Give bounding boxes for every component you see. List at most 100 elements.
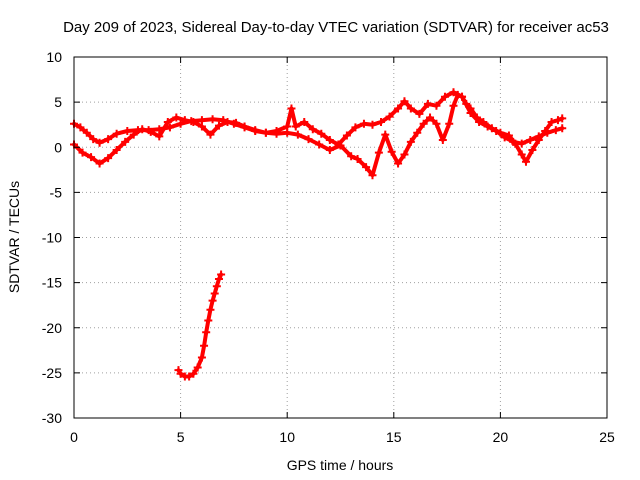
data-point — [472, 113, 481, 122]
data-point — [200, 341, 209, 350]
data-point — [202, 328, 211, 337]
y-tick-label: -15 — [42, 275, 62, 291]
data-point — [104, 154, 113, 163]
data-point — [95, 138, 104, 147]
data-point — [419, 119, 428, 128]
data-point — [466, 104, 475, 113]
data-point — [558, 124, 567, 133]
data-point — [291, 122, 300, 131]
data-point — [458, 92, 467, 101]
data-point — [453, 90, 462, 99]
x-tick-label: 20 — [493, 429, 509, 445]
data-point — [511, 139, 520, 148]
data-point — [155, 132, 164, 141]
data-point — [165, 123, 174, 132]
data-point — [325, 145, 334, 154]
data-point — [251, 126, 260, 135]
data-point — [541, 127, 550, 136]
data-point — [104, 135, 113, 144]
data-point — [353, 154, 362, 163]
data-point — [129, 130, 138, 139]
data-point — [210, 289, 219, 298]
data-point — [204, 316, 213, 325]
x-tick-label: 0 — [70, 429, 78, 445]
data-point — [146, 127, 155, 136]
y-tick-label: 5 — [54, 94, 62, 110]
data-point — [206, 130, 215, 139]
data-point — [487, 124, 496, 133]
data-point — [163, 117, 172, 126]
data-point — [180, 116, 189, 125]
data-point — [517, 150, 526, 159]
data-point — [413, 128, 422, 137]
data-point — [214, 121, 223, 130]
data-point — [381, 130, 390, 139]
data-point — [553, 116, 562, 125]
x-tick-label: 25 — [599, 429, 615, 445]
data-point — [206, 305, 215, 314]
data-point — [496, 128, 505, 137]
series-track-1 — [72, 90, 565, 147]
data-point — [82, 128, 91, 137]
data-point — [317, 129, 326, 138]
data-point — [189, 369, 198, 378]
data-point — [400, 150, 409, 159]
data-point — [400, 97, 409, 106]
data-point — [426, 113, 435, 122]
data-point — [212, 282, 221, 291]
data-point — [528, 145, 537, 154]
data-point — [377, 117, 386, 126]
data-point — [304, 135, 313, 144]
y-axis-ticks: 10 5 0 -5 -10 -15 -20 -25 -30 — [42, 49, 607, 426]
data-point — [534, 136, 543, 145]
data-point — [208, 115, 217, 124]
data-point — [449, 88, 458, 97]
data-point — [315, 140, 324, 149]
data-point — [232, 118, 241, 127]
data-point — [76, 123, 85, 132]
data-point — [240, 122, 249, 131]
data-point — [214, 275, 223, 284]
data-point — [504, 131, 513, 140]
data-point — [394, 104, 403, 113]
data-point — [185, 372, 194, 381]
data-point — [283, 128, 292, 137]
y-tick-label: -5 — [50, 184, 63, 200]
data-point — [123, 127, 132, 136]
data-point — [423, 99, 432, 108]
data-point — [95, 159, 104, 168]
data-point — [521, 157, 530, 166]
x-tick-label: 10 — [279, 429, 295, 445]
data-point — [89, 135, 98, 144]
y-tick-label: -25 — [42, 365, 62, 381]
data-point — [138, 125, 147, 134]
data-point — [445, 119, 454, 128]
x-axis-ticks: 0 5 10 15 20 25 — [70, 57, 615, 445]
data-point — [432, 101, 441, 110]
data-point — [385, 112, 394, 121]
data-point — [449, 101, 458, 110]
data-point — [387, 147, 396, 156]
data-point — [112, 145, 121, 154]
data-point — [558, 114, 567, 123]
data-point — [217, 270, 226, 279]
series-track-2 — [72, 92, 565, 178]
data-point — [351, 123, 360, 132]
data-point — [112, 129, 121, 138]
y-axis-label: SDTVAR / TECUs — [6, 181, 22, 293]
chart-title: Day 209 of 2023, Sidereal Day-to-day VTE… — [63, 19, 609, 36]
data-point — [394, 159, 403, 168]
y-tick-label: -10 — [42, 230, 62, 246]
data-point — [293, 130, 302, 139]
data-point — [362, 163, 371, 172]
data-point — [440, 92, 449, 101]
data-point — [551, 126, 560, 135]
data-point — [336, 141, 345, 150]
data-point — [78, 148, 87, 157]
y-tick-label: -20 — [42, 320, 62, 336]
data-point — [374, 148, 383, 157]
y-tick-label: 10 — [46, 49, 62, 65]
y-tick-label: -30 — [42, 410, 62, 426]
grid — [74, 57, 607, 418]
data-point — [176, 369, 185, 378]
